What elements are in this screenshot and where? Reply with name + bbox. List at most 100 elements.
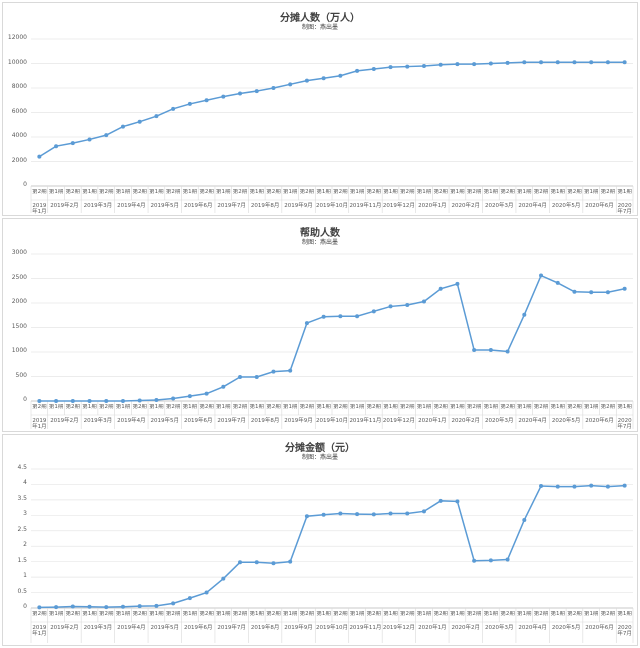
chart-title: 分摊人数（万人） [280,13,360,24]
marker [254,374,259,379]
marker [204,391,209,396]
x-tick-label: 第1期 [149,189,164,195]
x-group-label: 2019年8月 [250,203,280,209]
chart-title: 分摊金额（元） [285,443,355,454]
x-group-label: 2020年5月 [551,625,581,631]
marker [572,60,577,65]
x-tick-label: 第1期 [450,611,465,617]
marker [505,557,510,562]
marker [321,76,326,81]
marker [355,314,360,319]
marker [221,576,226,581]
x-tick-label: 第2期 [199,189,214,195]
x-tick-label: 第1期 [149,611,164,617]
marker [137,119,142,124]
x-tick-label: 第2期 [567,189,582,195]
x-tick-label: 第2期 [132,189,147,195]
marker [388,511,393,516]
x-tick-label: 第2期 [600,611,616,617]
marker [104,133,109,138]
marker [371,512,376,517]
x-group-label: 2019年1月 [32,418,47,431]
x-tick-label: 第1期 [383,189,398,195]
marker [622,483,627,488]
marker [522,312,527,317]
marker [539,273,544,278]
x-group-label: 2019年1月 [32,625,47,638]
x-tick-label: 第1期 [216,189,231,195]
x-tick-label: 第2期 [65,611,81,617]
x-tick-label: 第1期 [316,189,331,195]
x-tick-label: 第2期 [32,404,47,410]
x-group-label: 2020年2月 [451,625,481,631]
x-tick-label: 第2期 [366,189,382,195]
marker [488,558,493,563]
marker [622,286,627,291]
x-group-label: 2020年7月 [617,625,632,638]
y-tick-label: 2000 [11,156,27,164]
marker [589,60,594,65]
x-tick-label: 第1期 [550,404,565,410]
marker [555,484,560,489]
x-tick-label: 第2期 [433,611,448,617]
x-group-label: 2019年6月 [183,418,213,424]
x-group-label: 2020年5月 [551,418,581,424]
marker [204,98,209,103]
marker [555,280,560,285]
x-group-label: 2020年6月 [585,625,614,631]
marker [488,348,493,353]
x-tick-label: 第2期 [266,189,281,195]
x-tick-label: 第2期 [533,189,549,195]
marker [304,78,309,83]
x-tick-label: 第2期 [98,404,114,410]
x-tick-label: 第2期 [500,611,515,617]
marker [70,141,75,146]
marker [472,558,477,563]
marker [271,369,276,374]
marker [238,374,243,379]
x-group-label: 2019年8月 [250,625,280,631]
x-tick-label: 第1期 [617,189,632,195]
x-tick-label: 第1期 [617,611,632,617]
x-tick-label: 第1期 [349,611,365,617]
marker [605,290,610,295]
x-tick-label: 第2期 [567,611,582,617]
marker [505,349,510,354]
x-tick-label: 第1期 [149,404,164,410]
x-group-label: 2020年6月 [585,418,614,424]
x-tick-label: 第1期 [483,611,499,617]
x-group-label: 2019年10月 [315,625,348,631]
marker [271,86,276,90]
x-tick-label: 第1期 [617,404,632,410]
chart: 分摊人数（万人） 制图：燕出墨 0 2000 4000 6000 8000 10000 1200… [2,2,638,216]
x-tick-label: 第2期 [466,611,482,617]
x-group-label: 2019年9月 [284,203,313,209]
x-group-label: 2020年5月 [551,203,581,209]
marker [371,309,376,314]
marker [271,561,276,566]
marker [388,304,393,309]
x-group-label: 2020年1月 [418,418,447,424]
marker [288,82,293,87]
marker [254,560,259,565]
marker [154,398,159,403]
x-tick-label: 第2期 [500,189,515,195]
marker [522,60,527,65]
x-tick-label: 第2期 [32,189,47,195]
chart-title: 帮助人数 [300,228,340,239]
x-tick-label: 第2期 [299,404,315,410]
marker [171,106,176,111]
x-group-label: 2020年1月 [418,625,447,631]
marker [204,590,209,595]
marker [104,605,109,610]
x-group-label: 2019年3月 [83,625,113,631]
plot [30,468,634,643]
x-group-label: 2019年12月 [382,203,415,209]
x-tick-label: 第1期 [583,404,599,410]
x-tick-label: 第2期 [399,189,415,195]
x-group-label: 2019年10月 [315,203,348,209]
marker [137,604,142,609]
marker [589,483,594,488]
y-tick-label: 500 [15,371,27,379]
